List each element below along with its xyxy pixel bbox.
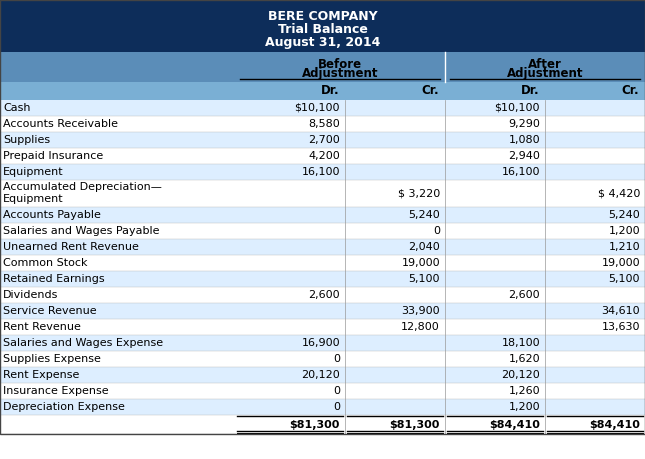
- Bar: [0, 223, 645, 239]
- Text: Cr.: Cr.: [421, 84, 439, 97]
- Bar: [0, 303, 645, 319]
- Text: Adjustment: Adjustment: [507, 67, 583, 79]
- Text: 20,120: 20,120: [301, 370, 340, 380]
- Bar: [0, 116, 645, 132]
- Text: 34,610: 34,610: [601, 306, 640, 316]
- Text: Salaries and Wages Expense: Salaries and Wages Expense: [3, 338, 163, 348]
- Text: Supplies: Supplies: [3, 135, 50, 145]
- Text: 5,100: 5,100: [408, 274, 440, 284]
- Bar: [0, 0, 645, 52]
- Text: 0: 0: [333, 402, 340, 412]
- Text: 20,120: 20,120: [501, 370, 540, 380]
- Text: 1,080: 1,080: [508, 135, 540, 145]
- Text: 1,200: 1,200: [608, 226, 640, 236]
- Bar: [0, 367, 645, 383]
- Text: 12,800: 12,800: [401, 322, 440, 332]
- Text: 1,210: 1,210: [608, 242, 640, 252]
- Text: Cash: Cash: [3, 103, 30, 113]
- Bar: [0, 148, 645, 164]
- Bar: [0, 335, 645, 351]
- Text: Retained Earnings: Retained Earnings: [3, 274, 104, 284]
- Text: Accounts Receivable: Accounts Receivable: [3, 119, 118, 129]
- Text: BERE COMPANY: BERE COMPANY: [268, 10, 377, 23]
- Text: 13,630: 13,630: [602, 322, 640, 332]
- Text: Insurance Expense: Insurance Expense: [3, 386, 108, 396]
- Text: $10,100: $10,100: [495, 103, 540, 113]
- Text: 2,940: 2,940: [508, 151, 540, 161]
- Bar: [0, 399, 645, 415]
- Text: Rent Expense: Rent Expense: [3, 370, 79, 380]
- Text: 16,900: 16,900: [301, 338, 340, 348]
- Text: 0: 0: [333, 354, 340, 364]
- Text: 33,900: 33,900: [401, 306, 440, 316]
- Text: $81,300: $81,300: [290, 420, 340, 430]
- Text: 9,290: 9,290: [508, 119, 540, 129]
- Text: 2,600: 2,600: [308, 290, 340, 300]
- Text: Adjustment: Adjustment: [302, 67, 378, 79]
- Text: Unearned Rent Revenue: Unearned Rent Revenue: [3, 242, 139, 252]
- Text: 18,100: 18,100: [501, 338, 540, 348]
- Text: 1,260: 1,260: [508, 386, 540, 396]
- Text: $10,100: $10,100: [295, 103, 340, 113]
- Bar: [0, 132, 645, 148]
- Text: 5,100: 5,100: [608, 274, 640, 284]
- Text: Service Revenue: Service Revenue: [3, 306, 97, 316]
- Text: 4,200: 4,200: [308, 151, 340, 161]
- Text: 19,000: 19,000: [601, 258, 640, 268]
- Text: Dr.: Dr.: [321, 84, 339, 97]
- Bar: [0, 383, 645, 399]
- Text: 1,620: 1,620: [508, 354, 540, 364]
- Text: $ 3,220: $ 3,220: [398, 189, 440, 198]
- Text: $84,410: $84,410: [589, 420, 640, 430]
- Text: 5,240: 5,240: [408, 210, 440, 220]
- Text: $84,410: $84,410: [489, 420, 540, 430]
- Bar: [0, 82, 645, 100]
- Bar: [0, 207, 645, 223]
- Bar: [0, 52, 645, 82]
- Text: After: After: [528, 57, 562, 71]
- Text: Depreciation Expense: Depreciation Expense: [3, 402, 125, 412]
- Text: 2,700: 2,700: [308, 135, 340, 145]
- Text: Cr.: Cr.: [621, 84, 639, 97]
- Bar: [0, 319, 645, 335]
- Bar: [0, 351, 645, 367]
- Bar: [0, 239, 645, 255]
- Text: 16,100: 16,100: [502, 167, 540, 177]
- Text: Rent Revenue: Rent Revenue: [3, 322, 81, 332]
- Text: 5,240: 5,240: [608, 210, 640, 220]
- Bar: [0, 287, 645, 303]
- Text: $81,300: $81,300: [390, 420, 440, 430]
- Text: Accounts Payable: Accounts Payable: [3, 210, 101, 220]
- Text: 0: 0: [433, 226, 440, 236]
- Bar: [0, 255, 645, 271]
- Text: Trial Balance: Trial Balance: [277, 23, 368, 36]
- Text: Before: Before: [318, 57, 362, 71]
- Bar: [0, 180, 645, 207]
- Text: 2,600: 2,600: [508, 290, 540, 300]
- Text: Prepaid Insurance: Prepaid Insurance: [3, 151, 103, 161]
- Text: 2,040: 2,040: [408, 242, 440, 252]
- Text: 16,100: 16,100: [301, 167, 340, 177]
- Text: Dr.: Dr.: [521, 84, 539, 97]
- Text: $ 4,420: $ 4,420: [598, 189, 640, 198]
- Text: 1,200: 1,200: [508, 402, 540, 412]
- Bar: [0, 415, 645, 434]
- Text: Supplies Expense: Supplies Expense: [3, 354, 101, 364]
- Text: Equipment: Equipment: [3, 167, 64, 177]
- Text: Salaries and Wages Payable: Salaries and Wages Payable: [3, 226, 159, 236]
- Text: 19,000: 19,000: [401, 258, 440, 268]
- Text: August 31, 2014: August 31, 2014: [265, 36, 380, 49]
- Text: Dividends: Dividends: [3, 290, 59, 300]
- Text: Common Stock: Common Stock: [3, 258, 88, 268]
- Text: Accumulated Depreciation—: Accumulated Depreciation—: [3, 182, 162, 192]
- Text: Equipment: Equipment: [3, 194, 64, 204]
- Text: 8,580: 8,580: [308, 119, 340, 129]
- Text: 0: 0: [333, 386, 340, 396]
- Bar: [0, 164, 645, 180]
- Bar: [0, 100, 645, 116]
- Bar: [0, 271, 645, 287]
